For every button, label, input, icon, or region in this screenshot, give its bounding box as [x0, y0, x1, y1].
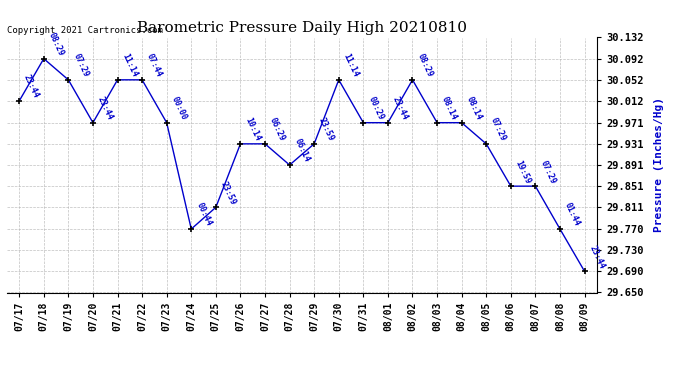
Text: 01:44: 01:44 [563, 201, 582, 228]
Text: 07:29: 07:29 [538, 159, 557, 185]
Text: 11:14: 11:14 [342, 52, 360, 79]
Title: Barometric Pressure Daily High 20210810: Barometric Pressure Daily High 20210810 [137, 21, 467, 35]
Text: 07:29: 07:29 [71, 52, 90, 79]
Text: 23:59: 23:59 [219, 180, 237, 206]
Text: 06:14: 06:14 [293, 138, 311, 164]
Y-axis label: Pressure (Inches/Hg): Pressure (Inches/Hg) [655, 98, 664, 232]
Text: 23:44: 23:44 [96, 95, 115, 122]
Text: 11:14: 11:14 [121, 52, 139, 79]
Text: 10:14: 10:14 [244, 116, 262, 143]
Text: Copyright 2021 Cartronics.com: Copyright 2021 Cartronics.com [7, 26, 163, 35]
Text: 06:29: 06:29 [268, 116, 286, 143]
Text: 23:59: 23:59 [317, 116, 336, 143]
Text: 23:44: 23:44 [587, 244, 607, 270]
Text: 08:29: 08:29 [47, 31, 66, 58]
Text: 07:44: 07:44 [145, 52, 164, 79]
Text: 19:59: 19:59 [514, 159, 533, 185]
Text: 23:44: 23:44 [391, 95, 410, 122]
Text: 00:44: 00:44 [194, 201, 213, 228]
Text: 08:29: 08:29 [415, 52, 434, 79]
Text: 00:00: 00:00 [170, 95, 188, 122]
Text: 08:14: 08:14 [440, 95, 459, 122]
Text: 00:29: 00:29 [366, 95, 385, 122]
Text: 07:29: 07:29 [489, 116, 508, 143]
Text: 23:44: 23:44 [22, 74, 41, 100]
Text: 08:14: 08:14 [464, 95, 483, 122]
